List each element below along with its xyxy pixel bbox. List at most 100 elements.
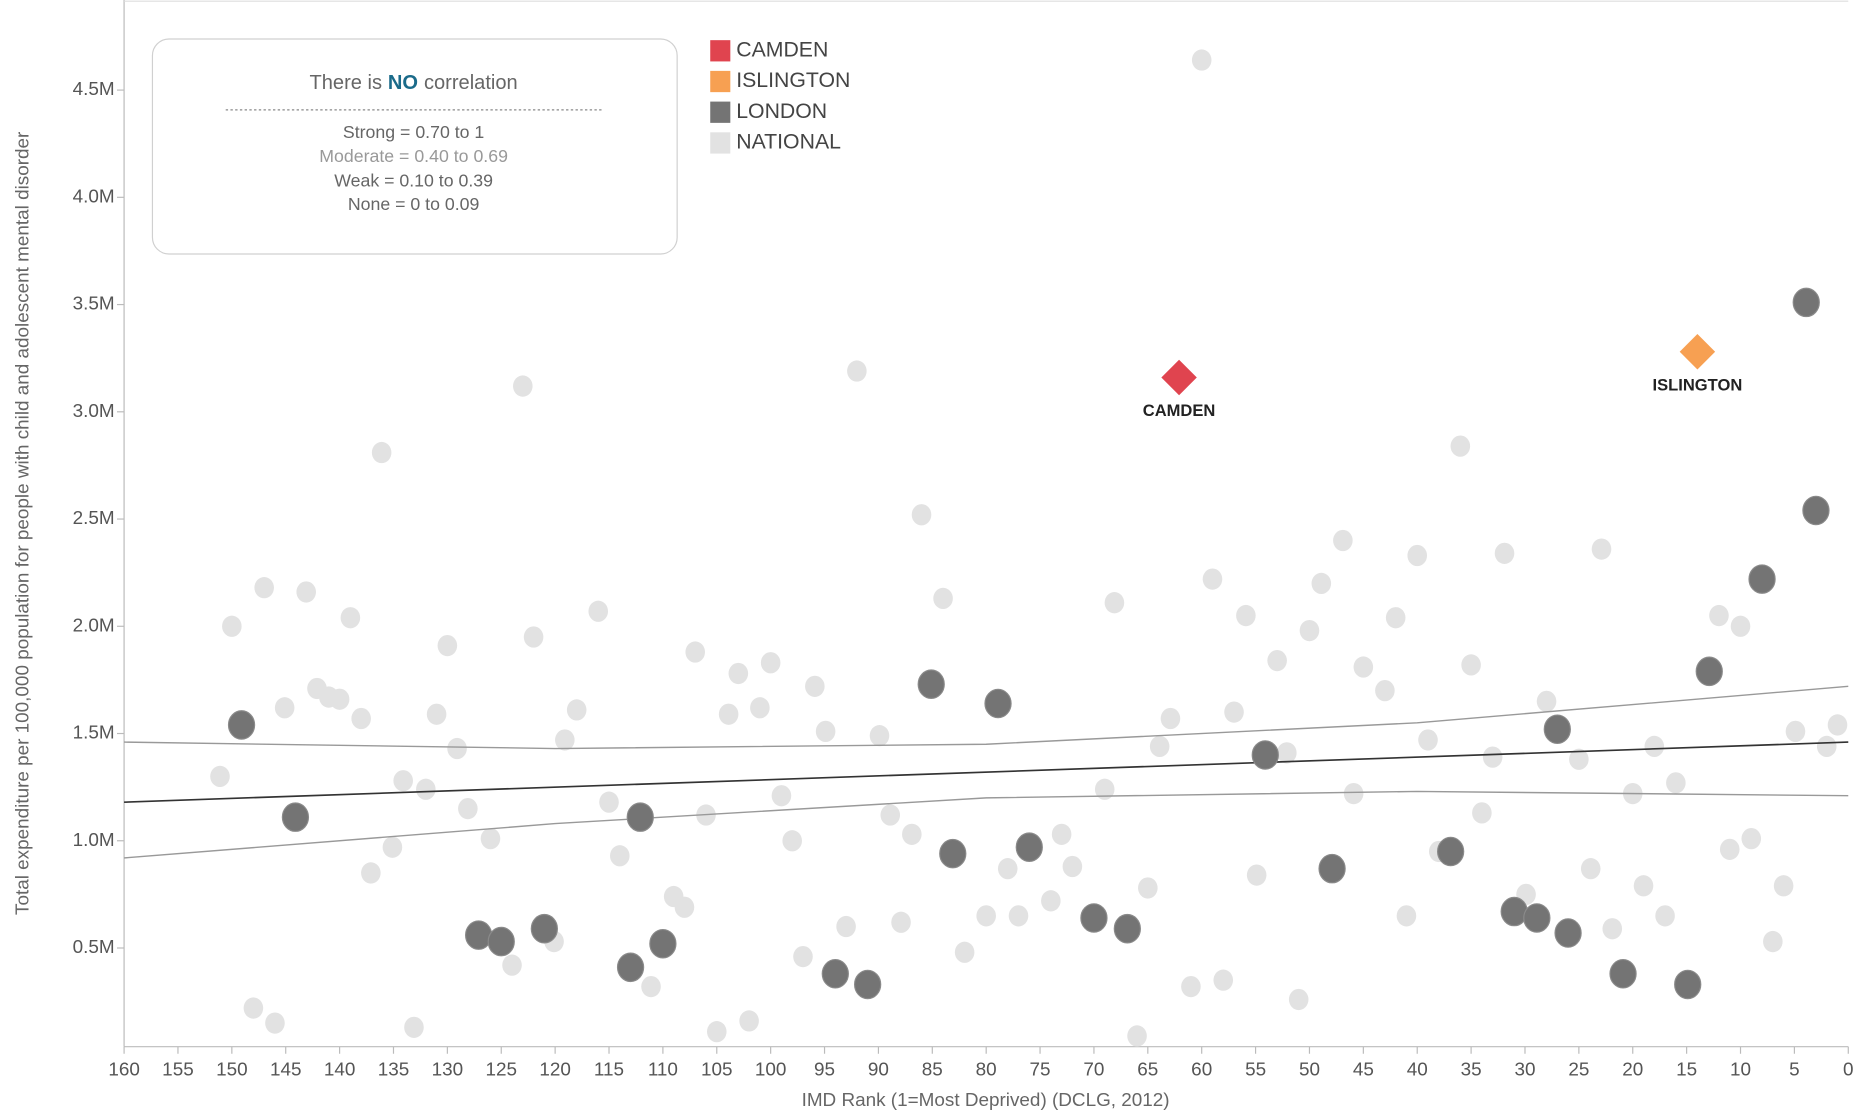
y-axis-title: Total expenditure per 100,000 population… [13,132,34,915]
scatter-point [1719,838,1740,860]
scatter-point [610,845,630,867]
scatter-point [626,802,654,832]
point-label: ISLINGTON [1653,375,1743,394]
scatter-point [566,699,587,721]
x-tick-label: 115 [594,1059,624,1080]
x-tick-label: 25 [1568,1059,1589,1080]
y-tick-label: 2.0M [73,615,115,636]
scatter-point [976,905,996,927]
scatter-point [821,958,849,989]
scatter-point [911,504,932,526]
annotation-frame [151,38,678,255]
scatter-point [281,802,310,832]
annotation-text: correlation [424,72,518,94]
scatter-point [1051,823,1072,845]
y-tick-label: 0.5M [73,937,115,958]
scatter-point [1318,853,1346,884]
scatter-point [1763,930,1783,953]
y-tick-label: 1.0M [73,830,115,851]
legend: CAMDEN ISLINGTON LONDON NATIONAL [710,37,850,154]
scatter-point [1666,772,1686,794]
y-tick-label: 2.5M [73,508,115,529]
scatter-point [1277,742,1297,764]
x-tick-label: 65 [1137,1059,1158,1080]
scatter-point [588,600,609,622]
scatter-point [1138,877,1158,899]
x-tick-label: 150 [216,1059,248,1080]
x-tick-label: 20 [1622,1059,1643,1080]
x-axis-title: IMD Rank (1=Most Deprived) (DCLG, 2012) [802,1090,1170,1111]
y-tick-label: 3.0M [73,401,115,422]
scatter-point [1536,690,1557,712]
scatter-point [1602,918,1623,940]
scatter-point [1773,875,1794,897]
scatter-point [1236,604,1256,627]
scatter-point [782,830,802,852]
diamond-point [1679,334,1716,370]
x-tick-label: 45 [1353,1059,1374,1080]
legend-swatch [710,40,731,62]
scatter-point [1644,735,1665,758]
scatter-point [1543,714,1571,744]
scatter-point [404,1016,424,1038]
scatter-point [416,778,436,800]
scatter-point [464,920,493,950]
scatter-point [1015,832,1043,862]
scatter-point [954,941,975,963]
scatter-point [1633,875,1654,897]
scatter-point [254,577,274,599]
scatter-point [869,725,890,747]
scatter-point [933,587,953,610]
scatter-point [750,697,770,719]
y-tick-label: 4.5M [73,79,115,100]
scatter-point [1181,975,1201,998]
scatter-point [530,913,558,944]
axes: 160 155 150 145 140 135 130 125 120 115 110 105 100 9… [73,0,1853,1080]
scatter-point [1523,903,1551,933]
scatter-point [1127,1025,1147,1047]
scatter-point [1655,905,1675,927]
scatter-point [480,827,501,850]
scatter-point [1500,896,1528,927]
y-tick-label: 1.5M [73,723,115,744]
legend-label: CAMDEN [736,37,828,61]
scatter-point [902,823,922,845]
x-tick-label: 85 [922,1059,943,1080]
scatter-point [307,677,327,700]
legend-label: ISLINGTON [736,68,850,92]
plot-area: ISLINGTON CAMDEN [124,49,1849,1047]
scatter-point [641,975,661,998]
scatter-point [555,729,575,751]
scatter-point [1461,654,1481,676]
legend-swatch [710,70,731,93]
scatter-point [1816,735,1837,758]
scatter-point [1695,656,1723,687]
scatter-point [243,997,264,1019]
x-tick-label: 160 [108,1059,140,1080]
scatter-point [426,703,447,725]
scatter-point [718,703,739,725]
scatter-point [760,652,781,674]
scatter-point [1709,604,1729,627]
annotation-line: Strong = 0.70 to 1 [343,122,484,142]
scatter-point [523,626,544,648]
trend-line [124,685,1849,750]
scatter-point [1472,802,1492,824]
scatter-point [1160,707,1181,730]
scatter-point [1554,918,1582,948]
x-tick-label: 55 [1245,1059,1266,1080]
scatter-point [1191,49,1212,71]
x-tick-label: 140 [324,1059,356,1080]
x-tick-label: 110 [648,1059,678,1080]
trend-line [124,790,1849,859]
scatter-point [1375,679,1395,702]
scatter-point [1385,607,1406,629]
scatter-point [1785,720,1806,743]
scatter-point [1251,740,1279,770]
diamond-point [1161,359,1197,396]
scatter-point [1246,864,1267,886]
x-tick-label: 155 [162,1059,194,1080]
scatter-point [1418,729,1438,751]
legend-label: LONDON [736,99,827,123]
